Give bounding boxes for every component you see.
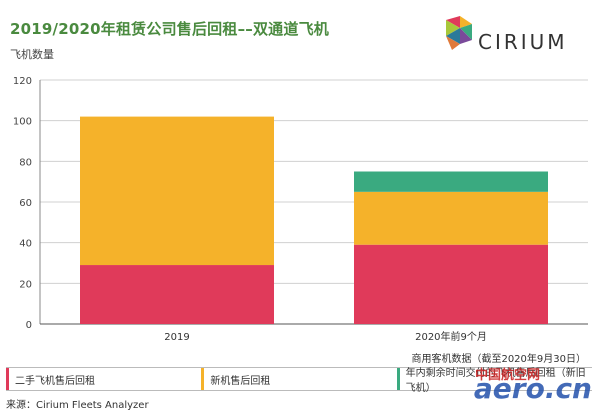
y-tick-label-80: 80 (19, 157, 32, 168)
y-axis-label: 飞机数量 (10, 48, 54, 61)
source-footer: 来源：Cirium Fleets Analyzer (6, 400, 149, 411)
y-tick-label-40: 40 (19, 239, 32, 250)
bar-1-series-1 (354, 191, 548, 245)
y-tick-label-20: 20 (19, 279, 32, 290)
legend-label-remaining: 年内剩余时间交付的飞机售后回租（新旧飞机） (405, 368, 586, 394)
legend-item-new: 新机售后回租 (201, 368, 392, 390)
bar-0-series-0 (80, 265, 274, 324)
watermark-logo: aero.cn (473, 372, 592, 405)
legend-label-new: 新机售后回租 (210, 375, 271, 387)
legend-label-used: 二手飞机售后回租 (15, 375, 95, 387)
bar-1-series-2 (354, 171, 548, 192)
data-note: 商用客机数据（截至2020年9月30日） (411, 354, 586, 365)
y-tick-label-0: 0 (26, 320, 32, 331)
chart-legend: 二手飞机售后回租 新机售后回租 年内剩余时间交付的飞机售后回租（新旧飞机） (6, 367, 592, 394)
bar-0-series-1 (80, 116, 274, 266)
stacked-bar-chart: 0 20 40 60 80 100 120 2019 2020年前9个月 (13, 76, 588, 343)
cirium-logo-icon (446, 16, 472, 50)
y-tick-label-100: 100 (13, 117, 32, 128)
brand-name: CIRIUM (478, 30, 568, 54)
bar-1-series-0 (354, 244, 548, 324)
x-tick-label-1: 2020年前9个月 (415, 330, 487, 343)
y-tick-label-120: 120 (13, 76, 32, 87)
y-tick-label-60: 60 (19, 198, 32, 209)
x-tick-label-0: 2019 (164, 332, 189, 343)
watermark-cn: 中国航空网 (474, 368, 540, 383)
chart-title: 2019/2020年租赁公司售后回租––双通道飞机 (10, 20, 329, 38)
legend-item-used: 二手飞机售后回租 (6, 368, 197, 390)
legend-item-remaining: 年内剩余时间交付的飞机售后回租（新旧飞机） (396, 368, 588, 394)
